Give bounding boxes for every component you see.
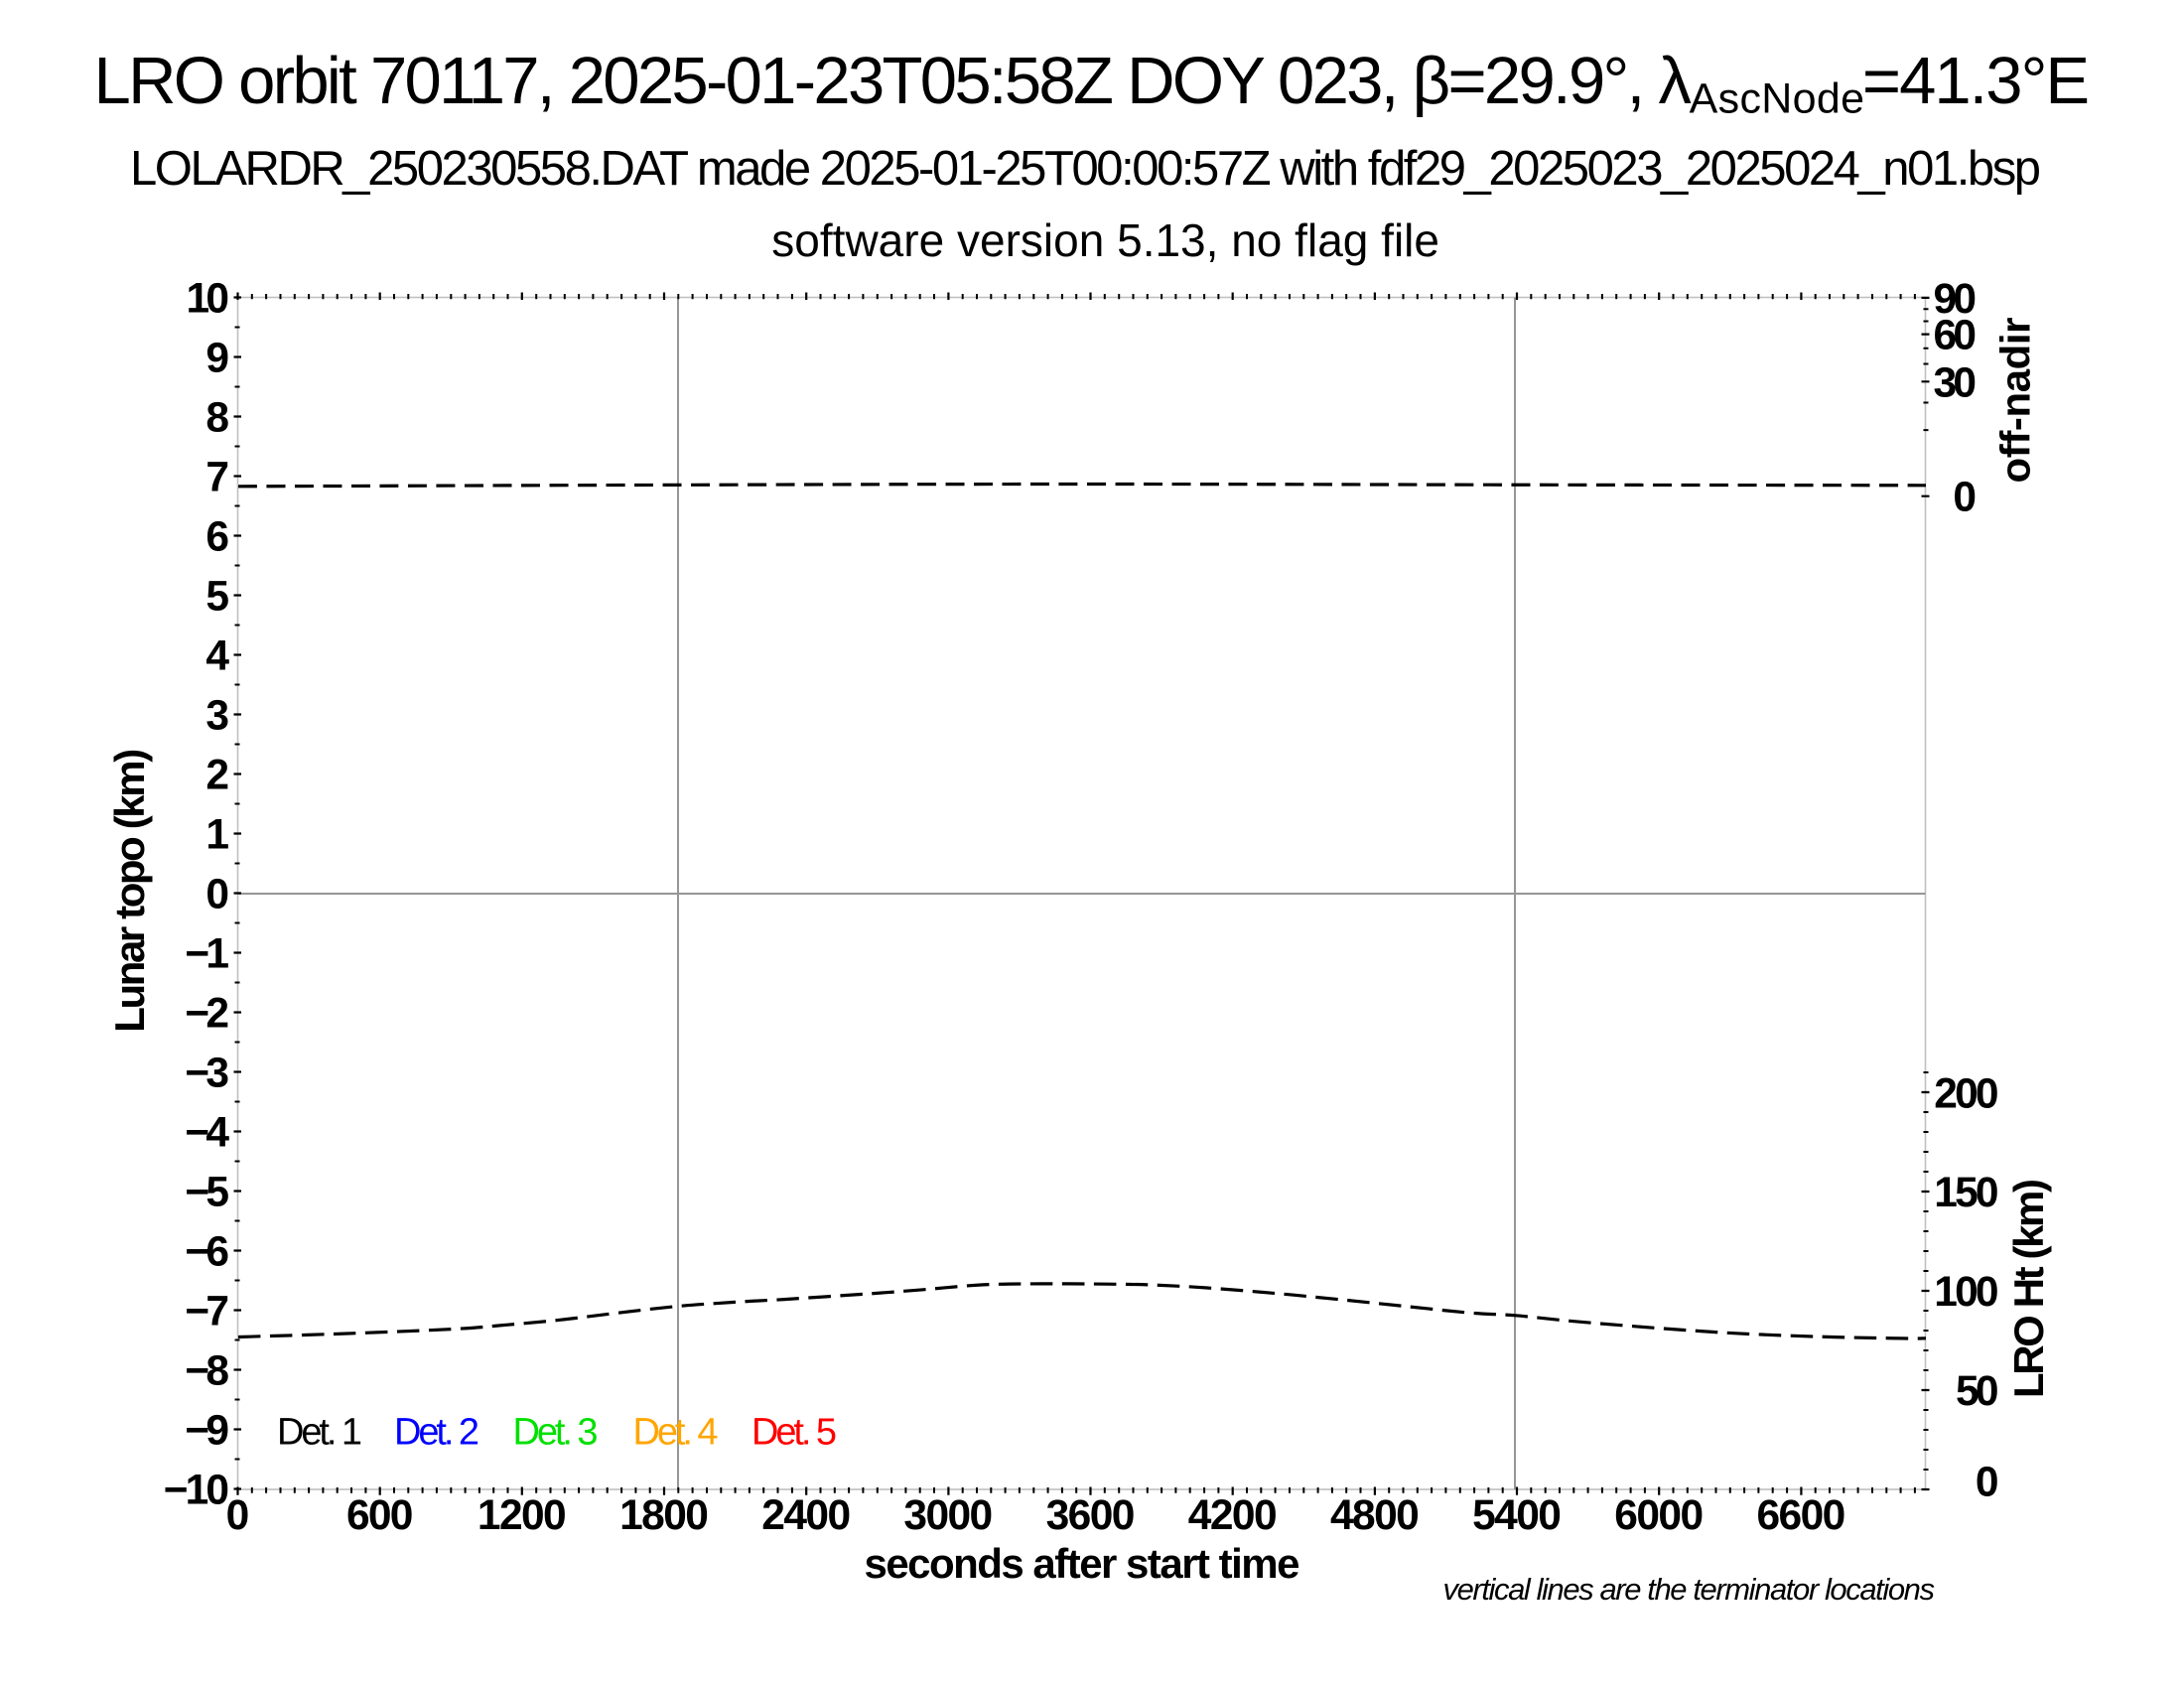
svg-text:−2: −2 [185, 991, 229, 1038]
svg-text:−4: −4 [185, 1110, 229, 1157]
svg-text:2: 2 [205, 753, 229, 799]
svg-text:6600: 6600 [1757, 1492, 1846, 1539]
svg-text:1800: 1800 [619, 1492, 709, 1539]
svg-text:Det. 2: Det. 2 [394, 1412, 479, 1454]
svg-text:5: 5 [205, 574, 229, 621]
svg-text:Det. 3: Det. 3 [513, 1412, 599, 1454]
svg-text:Det. 4: Det. 4 [633, 1412, 719, 1454]
svg-text:0: 0 [205, 872, 229, 918]
svg-text:−5: −5 [185, 1170, 229, 1216]
svg-text:4: 4 [205, 633, 229, 680]
svg-text:50: 50 [1956, 1368, 1999, 1415]
svg-text:seconds after start time: seconds after start time [865, 1540, 1300, 1587]
svg-text:3000: 3000 [903, 1492, 993, 1539]
svg-text:−3: −3 [185, 1051, 229, 1097]
svg-text:1: 1 [205, 812, 229, 859]
svg-text:90: 90 [1934, 276, 1978, 323]
svg-text:6: 6 [205, 514, 229, 561]
svg-text:6000: 6000 [1614, 1492, 1704, 1539]
svg-text:8: 8 [205, 395, 229, 442]
svg-text:Det. 1: Det. 1 [277, 1412, 362, 1454]
svg-text:−8: −8 [185, 1348, 229, 1395]
svg-text:Lunar topo (km): Lunar topo (km) [106, 749, 153, 1033]
svg-text:off-nadir: off-nadir [1992, 318, 2039, 484]
svg-text:30: 30 [1934, 359, 1978, 406]
svg-text:vertical lines are the termina: vertical lines are the terminator locati… [1443, 1572, 1936, 1607]
svg-text:4800: 4800 [1330, 1492, 1420, 1539]
svg-text:0: 0 [226, 1492, 250, 1539]
svg-text:4200: 4200 [1188, 1492, 1278, 1539]
svg-text:2400: 2400 [761, 1492, 851, 1539]
svg-text:100: 100 [1934, 1269, 1998, 1316]
svg-text:−9: −9 [185, 1408, 229, 1455]
svg-text:3: 3 [205, 693, 229, 740]
svg-text:7: 7 [205, 455, 229, 501]
svg-text:−7: −7 [185, 1289, 229, 1336]
svg-text:150: 150 [1934, 1170, 1998, 1216]
svg-text:3600: 3600 [1046, 1492, 1136, 1539]
svg-text:1200: 1200 [478, 1492, 567, 1539]
svg-text:−6: −6 [185, 1229, 229, 1276]
svg-text:0: 0 [1976, 1460, 1999, 1506]
svg-text:LRO Ht (km): LRO Ht (km) [2005, 1179, 2052, 1398]
svg-text:5400: 5400 [1472, 1492, 1562, 1539]
svg-text:AscNode: AscNode [1690, 75, 1865, 123]
svg-text:−10: −10 [164, 1468, 229, 1514]
svg-text:LOLARDR_250230558.DAT made 202: LOLARDR_250230558.DAT made 2025-01-25T00… [130, 142, 2041, 196]
svg-text:200: 200 [1934, 1070, 1998, 1117]
svg-text:−1: −1 [185, 931, 229, 978]
svg-text:=41.3°E: =41.3°E [1862, 44, 2090, 118]
svg-text:600: 600 [346, 1492, 413, 1539]
svg-text:10: 10 [187, 276, 230, 323]
svg-text:software version 5.13, no flag: software version 5.13, no flag file [771, 214, 1439, 266]
svg-text:LRO orbit 70117, 2025-01-23T05: LRO orbit 70117, 2025-01-23T05:58Z DOY 0… [94, 44, 1693, 118]
svg-text:0: 0 [1953, 475, 1977, 521]
svg-text:9: 9 [205, 336, 229, 382]
svg-text:60: 60 [1934, 313, 1978, 359]
svg-text:Det. 5: Det. 5 [751, 1412, 837, 1454]
